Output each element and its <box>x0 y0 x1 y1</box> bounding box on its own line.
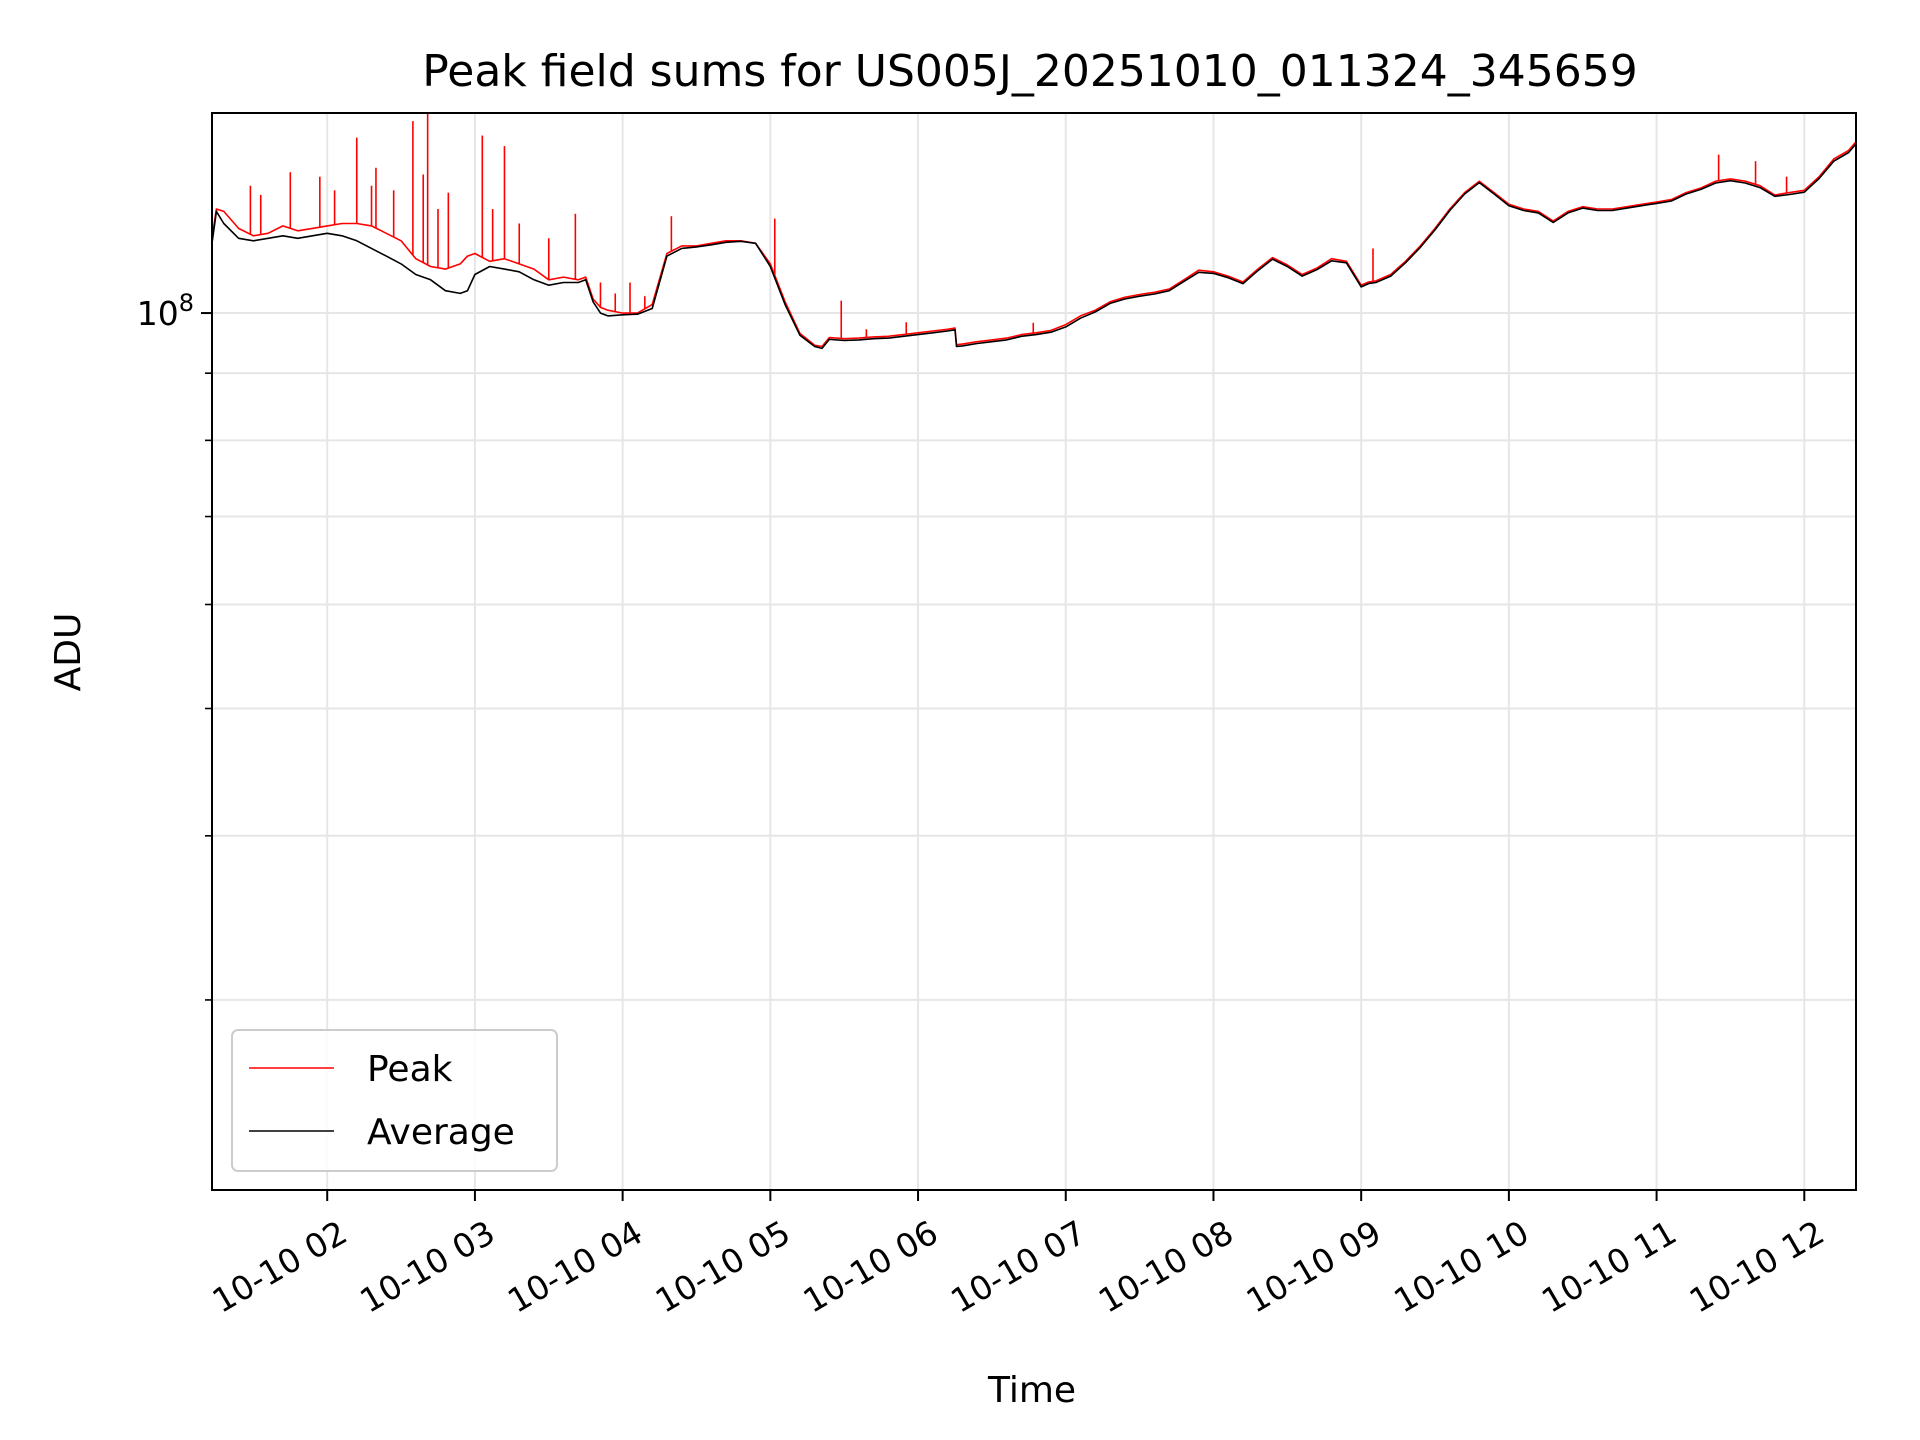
series-line-peak <box>211 141 1857 348</box>
legend: Peak Average <box>231 1029 558 1172</box>
legend-average-label: Average <box>367 1112 515 1153</box>
legend-box <box>231 1029 558 1172</box>
series-layer <box>211 113 1857 350</box>
y-tick-label: 108 <box>137 289 194 333</box>
y-axis: 108 <box>137 289 212 1001</box>
legend-peak-label: Peak <box>367 1049 453 1090</box>
plot-frame <box>211 112 1857 1191</box>
grid <box>212 113 1856 1190</box>
x-axis-label: Time <box>987 1370 1076 1411</box>
series-line-average <box>211 143 1857 350</box>
chart-title: Peak field sums for US005J_20251010_0113… <box>422 46 1637 97</box>
y-axis-label: ADU <box>48 613 89 692</box>
